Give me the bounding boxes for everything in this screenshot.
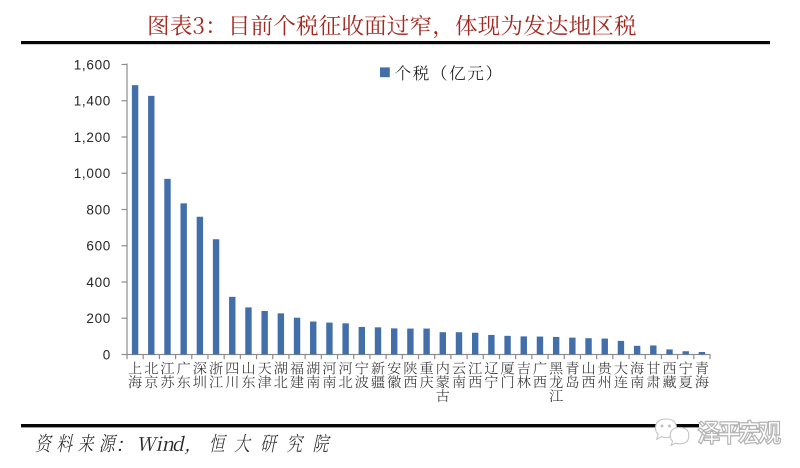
svg-text:1,200: 1,200 <box>74 130 111 145</box>
svg-text:800: 800 <box>86 202 111 217</box>
svg-text:0: 0 <box>103 347 111 362</box>
svg-text:600: 600 <box>86 239 111 254</box>
svg-text:1,000: 1,000 <box>74 166 111 181</box>
svg-text:1,400: 1,400 <box>74 94 111 109</box>
svg-text:200: 200 <box>86 311 111 326</box>
svg-text:400: 400 <box>86 275 111 290</box>
svg-text:1,600: 1,600 <box>74 57 111 72</box>
